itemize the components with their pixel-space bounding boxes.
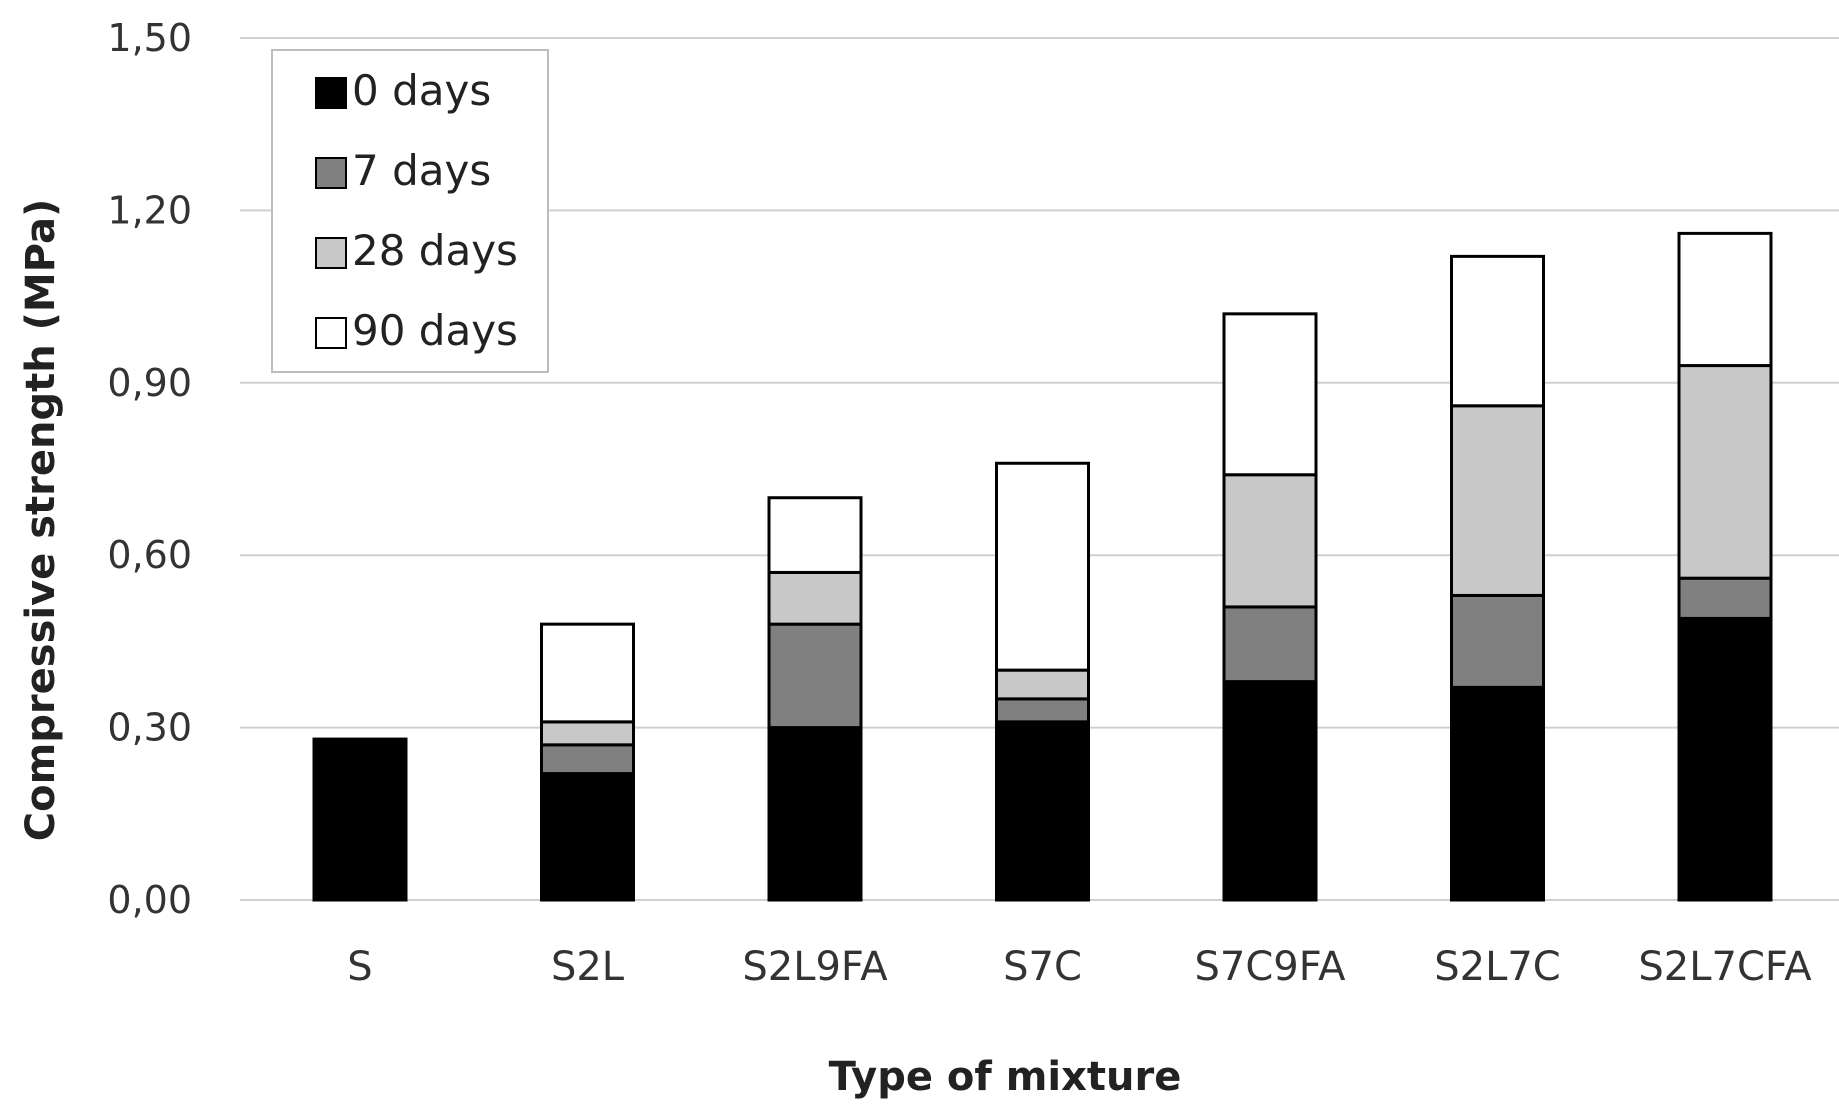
y-axis-ticks: 0,00 0,30 0,60 0,90 1,20 1,50 bbox=[107, 16, 192, 922]
legend-swatch bbox=[315, 77, 347, 109]
bar-segment bbox=[1222, 312, 1318, 477]
x-tick-label: S2L7C bbox=[1434, 944, 1561, 990]
bar-segment bbox=[1222, 680, 1318, 902]
y-tick-label: 0,90 bbox=[107, 361, 192, 405]
x-tick-label: S2L bbox=[551, 944, 625, 990]
bar-segment bbox=[1450, 254, 1545, 408]
bar-segment bbox=[767, 726, 863, 902]
y-tick-label: 0,60 bbox=[107, 533, 192, 577]
bar-segment bbox=[312, 737, 408, 902]
bar-segment bbox=[995, 461, 1090, 672]
bar-segment bbox=[1677, 616, 1773, 902]
y-tick-label: 0,30 bbox=[107, 706, 192, 750]
legend-label: 7 days bbox=[352, 146, 491, 195]
bar-segment bbox=[995, 697, 1090, 724]
legend-swatch bbox=[315, 317, 347, 349]
bar-segment bbox=[995, 720, 1090, 902]
bar-segment bbox=[540, 622, 635, 724]
bar-segment bbox=[767, 496, 863, 574]
legend-swatch bbox=[315, 237, 347, 269]
bar-segment bbox=[1450, 685, 1545, 902]
bar-segment bbox=[1222, 473, 1318, 609]
bars bbox=[312, 231, 1773, 902]
bar-segment bbox=[1450, 404, 1545, 597]
legend-label: 28 days bbox=[352, 226, 518, 275]
bar-segment bbox=[1677, 231, 1773, 368]
x-tick-label: S2L7CFA bbox=[1638, 944, 1812, 990]
bar-segment bbox=[995, 668, 1090, 701]
x-axis-categories: S S2L S2L9FA S7C S7C9FA S2L7C S2L7CFA bbox=[347, 944, 1812, 990]
bar-segment bbox=[1677, 576, 1773, 620]
x-tick-label: S bbox=[347, 944, 372, 990]
legend-label: 0 days bbox=[352, 66, 491, 115]
bar-segment bbox=[1450, 593, 1545, 689]
bar-segment bbox=[767, 570, 863, 626]
bar-segment bbox=[540, 720, 635, 747]
legend: 0 days 7 days 28 days 90 days bbox=[271, 49, 549, 373]
legend-swatch bbox=[315, 157, 347, 189]
x-axis-title: Type of mixture bbox=[829, 1054, 1182, 1100]
x-tick-label: S7C bbox=[1003, 944, 1082, 990]
bar-segment bbox=[1677, 364, 1773, 580]
y-tick-label: 1,50 bbox=[107, 16, 192, 60]
y-axis-title: Compressive strength (MPa) bbox=[18, 199, 64, 841]
x-tick-label: S7C9FA bbox=[1195, 944, 1347, 990]
bar-segment bbox=[540, 743, 635, 776]
legend-label: 90 days bbox=[352, 306, 518, 355]
bar-segment bbox=[540, 772, 635, 902]
x-tick-label: S2L9FA bbox=[742, 944, 888, 990]
bar-segment bbox=[767, 622, 863, 730]
y-tick-label: 0,00 bbox=[107, 878, 192, 922]
bar-segment bbox=[1222, 605, 1318, 684]
y-tick-label: 1,20 bbox=[107, 188, 192, 232]
